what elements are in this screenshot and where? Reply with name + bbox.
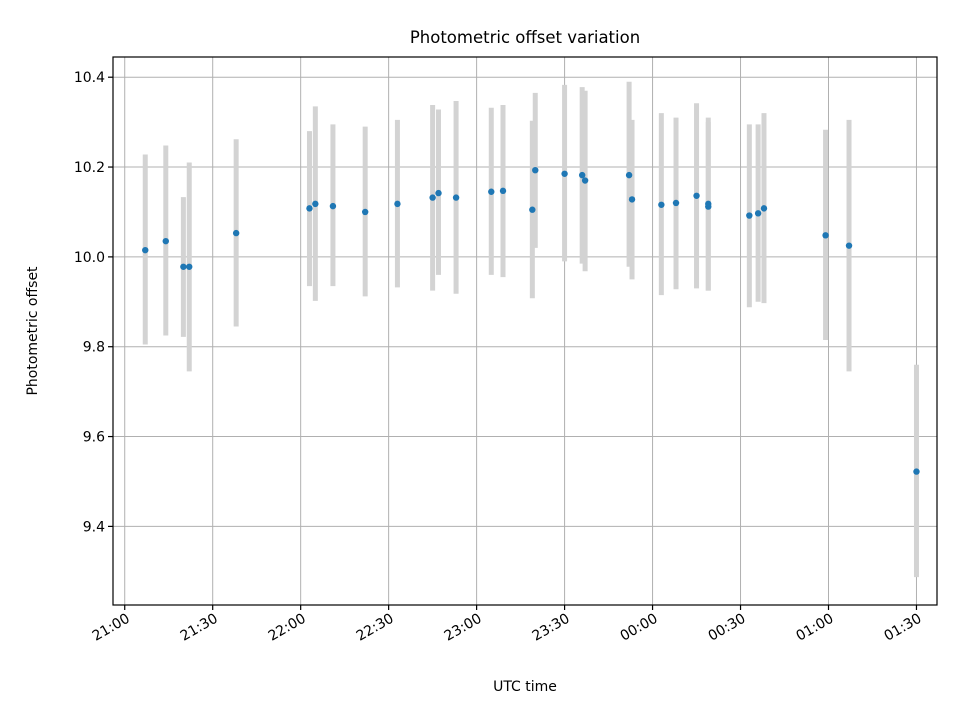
error-bars	[142, 81, 919, 578]
data-point	[625, 171, 633, 179]
data-point	[845, 242, 853, 249]
data-point	[693, 192, 700, 199]
data-point	[561, 170, 568, 177]
y-tick-label: 10.4	[74, 70, 105, 86]
data-point	[162, 237, 169, 245]
data-point	[394, 200, 401, 208]
data-point	[822, 232, 829, 239]
data-point	[760, 205, 768, 212]
x-tick-label: 23:30	[530, 611, 573, 645]
data-point	[499, 187, 507, 195]
data-point	[180, 263, 187, 270]
data-point	[488, 188, 495, 195]
x-axis-label: UTC time	[493, 679, 557, 695]
data-point	[329, 202, 337, 210]
y-axis-label: Photometric offset	[25, 266, 41, 396]
data-points	[142, 166, 920, 475]
data-point	[312, 200, 319, 208]
data-point	[529, 206, 536, 213]
data-point	[232, 229, 240, 237]
data-point	[658, 201, 665, 208]
x-tick-label: 21:30	[178, 611, 221, 645]
data-point	[532, 166, 539, 174]
y-tick-label: 9.6	[83, 430, 105, 446]
data-point	[581, 177, 589, 184]
y-tick-label: 9.4	[83, 519, 105, 535]
x-tick-label: 01:00	[794, 611, 837, 645]
x-tick-label: 22:00	[266, 611, 309, 645]
data-point	[754, 210, 762, 217]
data-point	[578, 171, 586, 179]
data-point	[913, 468, 920, 475]
data-point	[435, 189, 442, 197]
data-point	[628, 196, 636, 203]
x-tick-label: 22:30	[354, 611, 397, 645]
y-tick-label: 10.0	[74, 250, 105, 266]
axis-ticks: 9.4 9.6 9.8 10.0 10.2 10.4 21:00 21:30 22:00 22:3…	[74, 70, 925, 644]
data-point	[142, 246, 149, 254]
x-tick-label: 21:00	[90, 611, 133, 645]
data-point	[672, 199, 680, 207]
data-point	[705, 200, 712, 208]
x-tick-label: 01:30	[882, 611, 925, 645]
x-tick-label: 23:00	[442, 611, 485, 645]
data-point	[361, 208, 369, 216]
y-tick-label: 9.8	[83, 340, 105, 356]
x-tick-label: 00:00	[618, 611, 661, 645]
data-point	[306, 205, 313, 212]
data-point	[429, 194, 436, 201]
data-point	[186, 263, 193, 270]
data-point	[452, 194, 460, 201]
data-point	[746, 212, 753, 219]
x-tick-label: 00:30	[706, 611, 749, 645]
chart-title: Photometric offset variation	[410, 28, 640, 47]
plot-frame	[112, 56, 938, 606]
y-tick-label: 10.2	[74, 160, 105, 176]
